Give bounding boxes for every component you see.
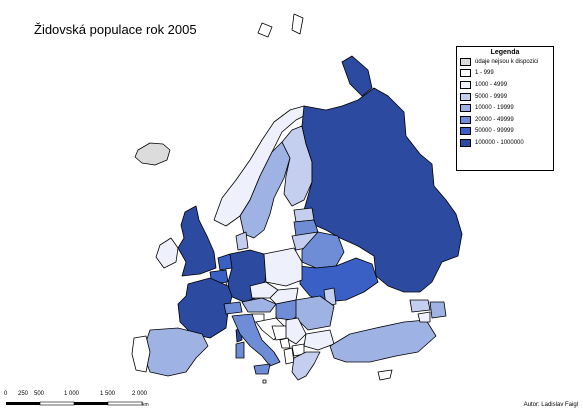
country-georgia[interactable] [409,299,431,313]
scale-label: 0 [4,391,8,397]
legend-label: 10000 - 19999 [475,105,514,112]
country-sicily[interactable] [253,363,271,375]
country-svalbard-2[interactable] [257,22,273,38]
country-austria[interactable] [241,297,277,313]
country-spain[interactable] [143,327,209,377]
legend-swatch [460,92,471,101]
legend-label: 5000 - 9999 [475,93,508,100]
legend-title: Legenda [490,49,520,56]
legend-label: údaje nejsou k dispozici [475,58,539,65]
country-turkey[interactable] [329,319,437,363]
legend-item: 50000 - 99999 [460,126,553,138]
author-credit: Autor: Ladislav Faigl [523,402,578,408]
legend-swatch [460,138,471,147]
legend: Legenda údaje nejsou k dispozici 1 - 999… [456,46,554,171]
legend-item: údaje nejsou k dispozici [460,56,553,68]
country-netherlands[interactable] [217,253,233,271]
country-ukraine[interactable] [299,257,379,303]
legend-item: 1 - 999 [460,68,553,80]
legend-item: 5000 - 9999 [460,91,553,103]
country-novaya-zemlya[interactable] [341,55,373,97]
country-switzerland[interactable] [223,301,243,315]
country-france[interactable] [177,277,233,339]
country-serbia[interactable] [285,317,307,345]
legend-swatch [460,80,471,89]
legend-label: 1000 - 4999 [475,81,508,88]
country-montenegro[interactable] [279,337,291,349]
country-slovakia[interactable] [269,287,299,305]
legend-swatch [460,104,471,113]
country-finland[interactable] [281,125,313,207]
country-united-kingdom[interactable] [177,205,217,277]
scale-unit: km [142,402,149,408]
country-belarus[interactable] [301,231,345,269]
legend-swatch [460,57,471,66]
legend-swatch [460,115,471,124]
legend-label: 1 - 999 [475,70,494,77]
country-poland[interactable] [263,247,303,287]
legend-item: 20000 - 49999 [460,114,553,126]
legend-item: 1000 - 4999 [460,79,553,91]
country-ireland[interactable] [155,237,179,269]
country-portugal[interactable] [131,335,151,373]
legend-swatch [460,69,471,78]
legend-label: 100000 - 1000000 [475,139,524,146]
map-title: Židovská populace rok 2005 [34,22,197,37]
country-bulgaria[interactable] [303,329,335,351]
legend-swatch [460,127,471,136]
scale-bar: 0 250 500 1 000 1 500 2 000 km [4,391,154,411]
scale-label: 250 [18,391,29,397]
legend-item: 100000 - 1000000 [460,137,553,149]
country-cyprus[interactable] [377,369,393,381]
scale-label: 500 [34,391,45,397]
country-greece[interactable] [291,351,321,381]
scale-label: 1 500 [100,391,116,397]
country-denmark[interactable] [235,231,249,251]
scale-bar-graphic [6,401,143,406]
country-sweden[interactable] [239,141,291,239]
country-italy[interactable] [231,313,281,367]
country-sardinia[interactable] [235,341,245,359]
legend-label: 50000 - 99999 [475,128,514,135]
legend-item: 10000 - 19999 [460,102,553,114]
scale-label: 2 000 [132,391,148,397]
scale-label: 1 000 [64,391,80,397]
country-azerbaijan[interactable] [429,301,447,319]
country-svalbard[interactable] [291,13,304,35]
country-iceland[interactable] [134,142,171,166]
country-armenia[interactable] [417,311,431,323]
legend-label: 20000 - 49999 [475,116,514,123]
country-malta[interactable] [262,379,267,384]
